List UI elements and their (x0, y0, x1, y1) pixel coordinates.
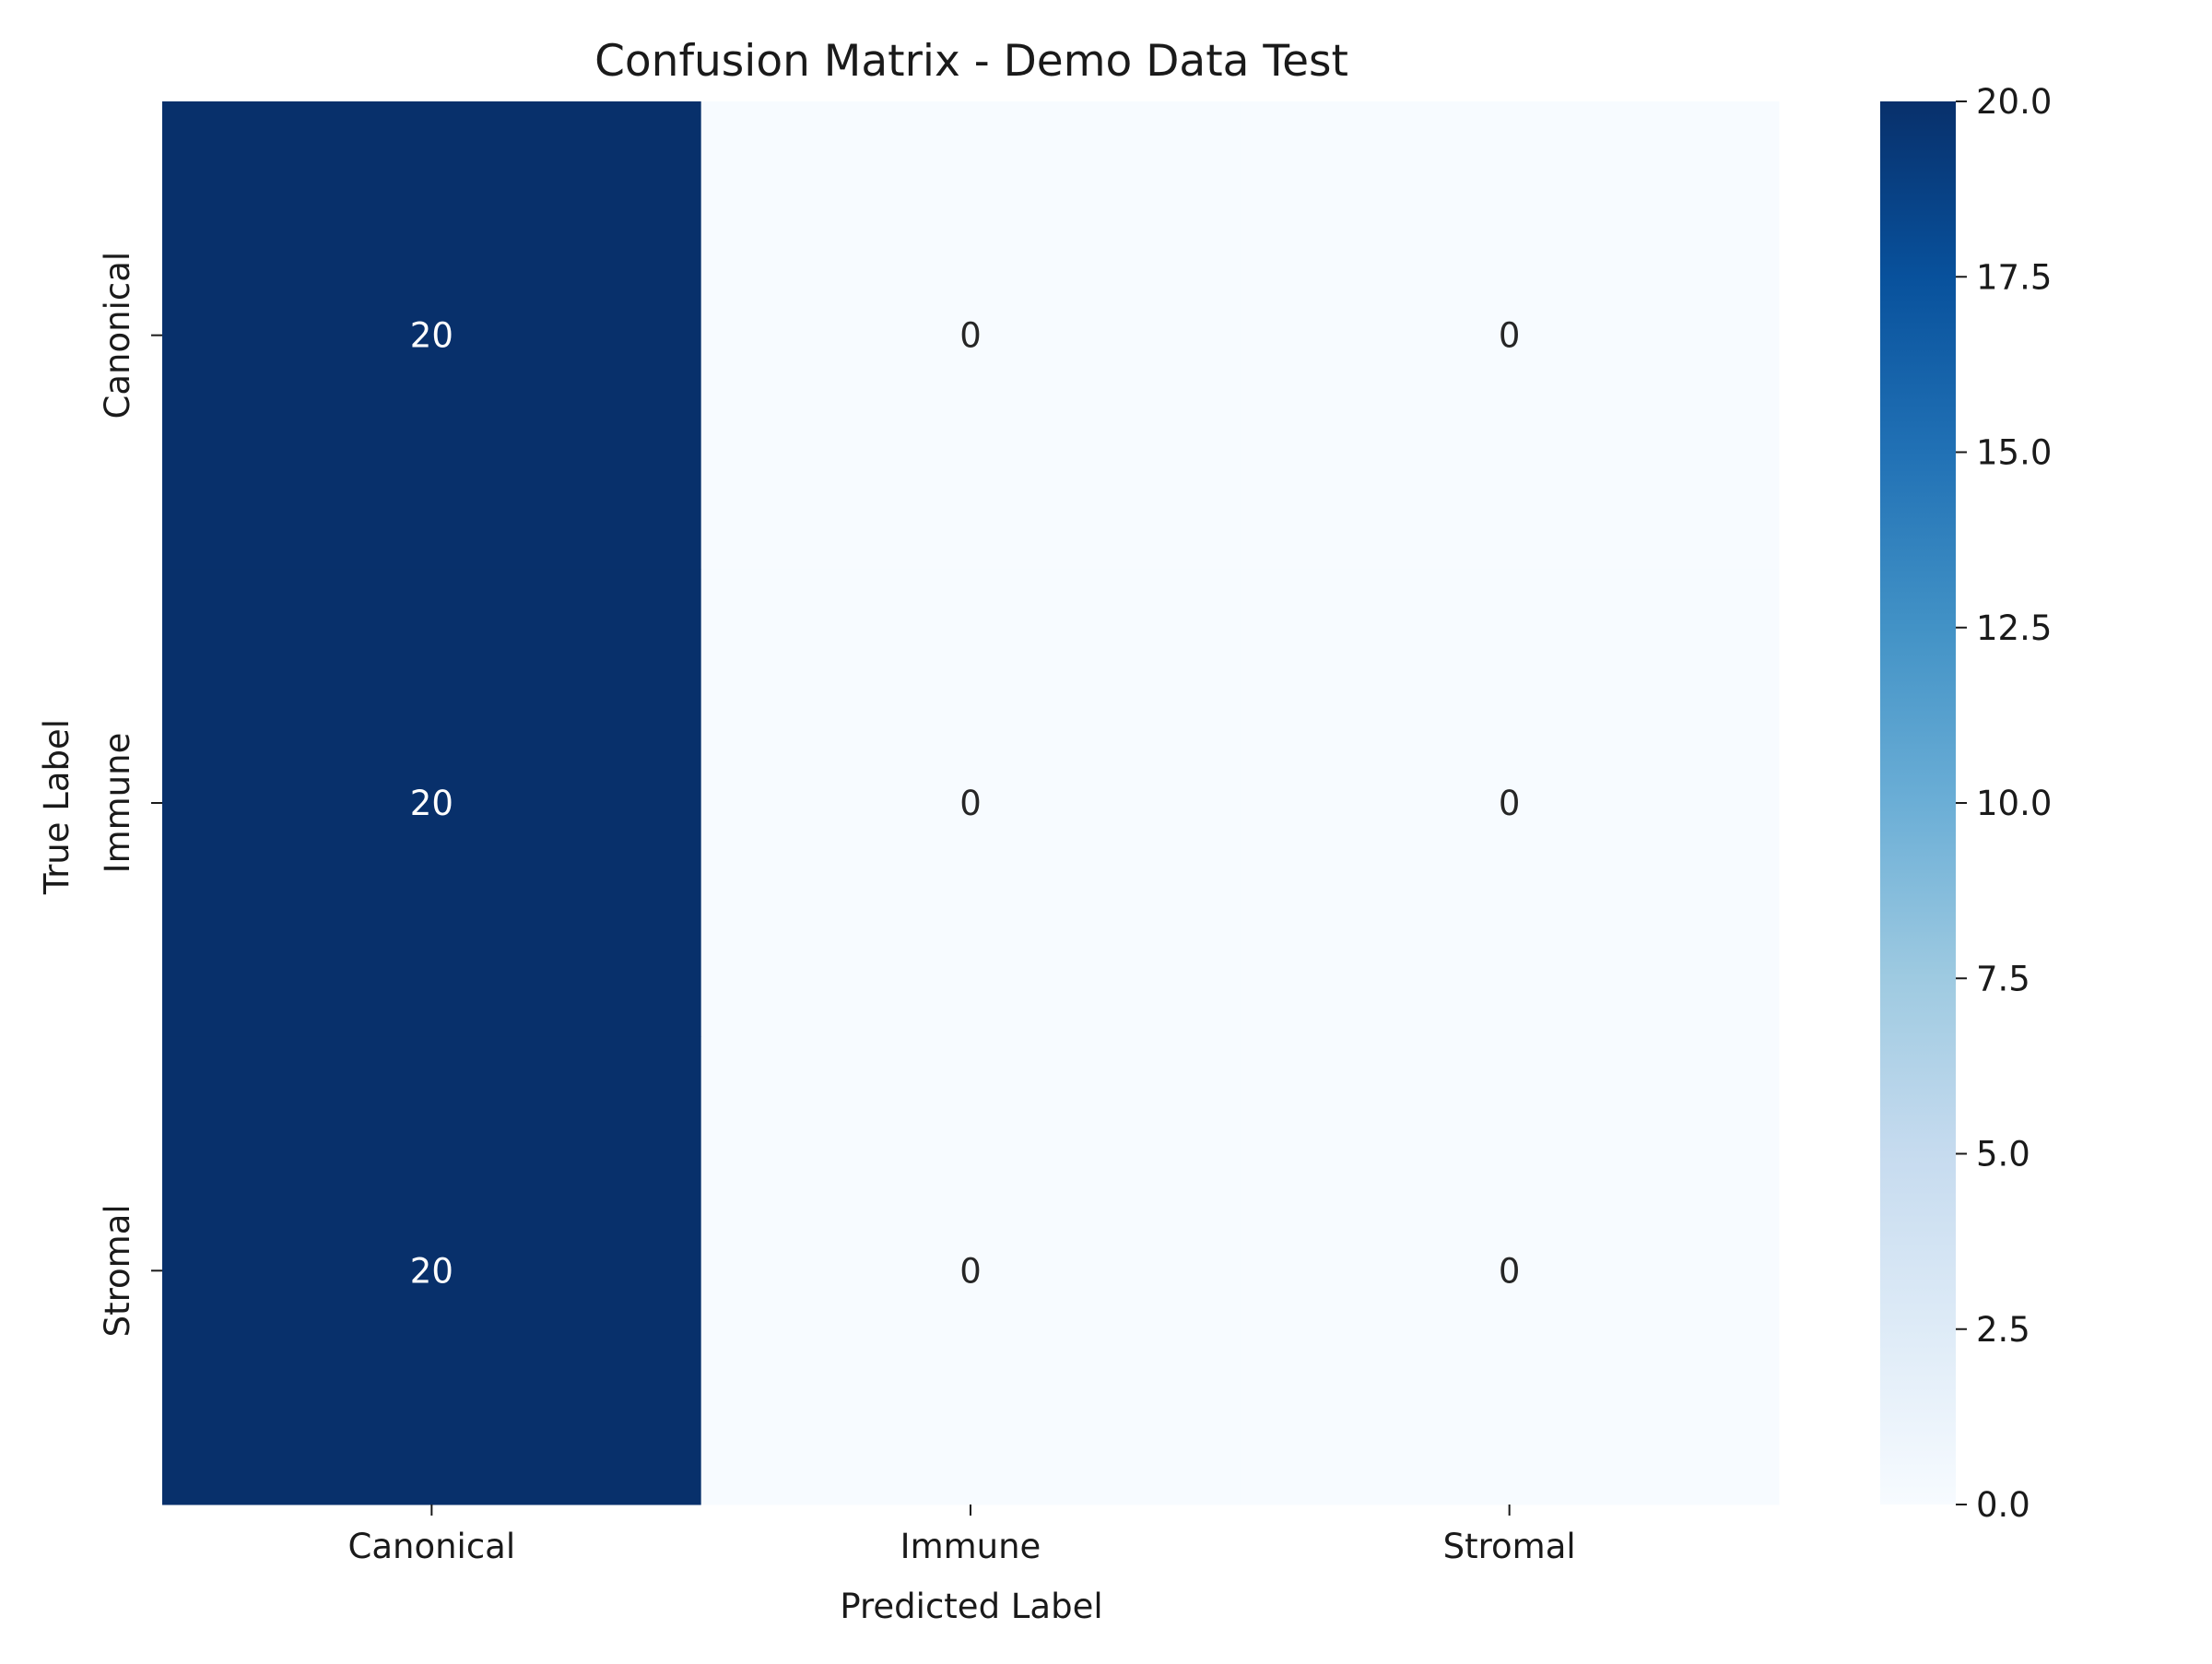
heatmap-cell (162, 569, 702, 1038)
colorbar-tick-label: 15.0 (1976, 433, 2052, 473)
colorbar-tick-label: 10.0 (1976, 784, 2052, 823)
cell-value-label: 0 (1499, 784, 1521, 823)
colorbar-tick-label: 7.5 (1976, 959, 2030, 998)
colorbar-tick-label: 0.0 (1976, 1485, 2030, 1525)
colorbar (1880, 101, 1956, 1505)
heatmap-cell (700, 1036, 1241, 1505)
y-tick-label: Stromal (98, 1204, 137, 1337)
cell-value-label: 20 (410, 1251, 453, 1291)
x-axis-ticks: Canonical Immune Stromal (348, 1505, 1576, 1566)
heatmap-cell (162, 101, 702, 570)
x-tick-label: Stromal (1443, 1527, 1576, 1566)
cell-value-label: 20 (410, 784, 453, 823)
cell-value-label: 0 (959, 784, 982, 823)
heatmap-cell (162, 1036, 702, 1505)
colorbar-tick-label: 20.0 (1976, 82, 2052, 122)
cell-value-label: 0 (959, 316, 982, 356)
cell-value-label: 0 (1499, 316, 1521, 356)
cell-value-label: 0 (1499, 1251, 1521, 1291)
colorbar-tick-label: 12.5 (1976, 608, 2052, 648)
colorbar-tick-label: 17.5 (1976, 257, 2052, 297)
y-axis-ticks: Canonical Immune Stromal (98, 252, 162, 1337)
colorbar-ticks: 0.0 2.5 5.0 7.5 10.0 12.5 15.0 17.5 20.0 (1956, 82, 2052, 1525)
heatmap-cell (700, 101, 1241, 570)
heatmap-cell (1240, 1036, 1780, 1505)
x-tick-label: Canonical (348, 1527, 516, 1566)
x-tick-label: Immune (900, 1527, 1041, 1566)
heatmap-cell (700, 569, 1241, 1038)
y-tick-label: Canonical (98, 252, 137, 419)
colorbar-tick-label: 2.5 (1976, 1310, 2030, 1350)
x-axis-label: Predicted Label (840, 1587, 1102, 1626)
cell-value-label: 20 (410, 316, 453, 356)
y-tick-label: Immune (98, 733, 137, 874)
chart-title: Confusion Matrix - Demo Data Test (594, 36, 1348, 87)
heatmap-cell (1240, 569, 1780, 1038)
heatmap-cells: 20 0 0 20 0 0 20 0 0 (162, 101, 1780, 1505)
heatmap-cell (1240, 101, 1780, 570)
colorbar-tick-label: 5.0 (1976, 1135, 2030, 1174)
y-axis-label: True Label (37, 719, 76, 895)
cell-value-label: 0 (959, 1251, 982, 1291)
